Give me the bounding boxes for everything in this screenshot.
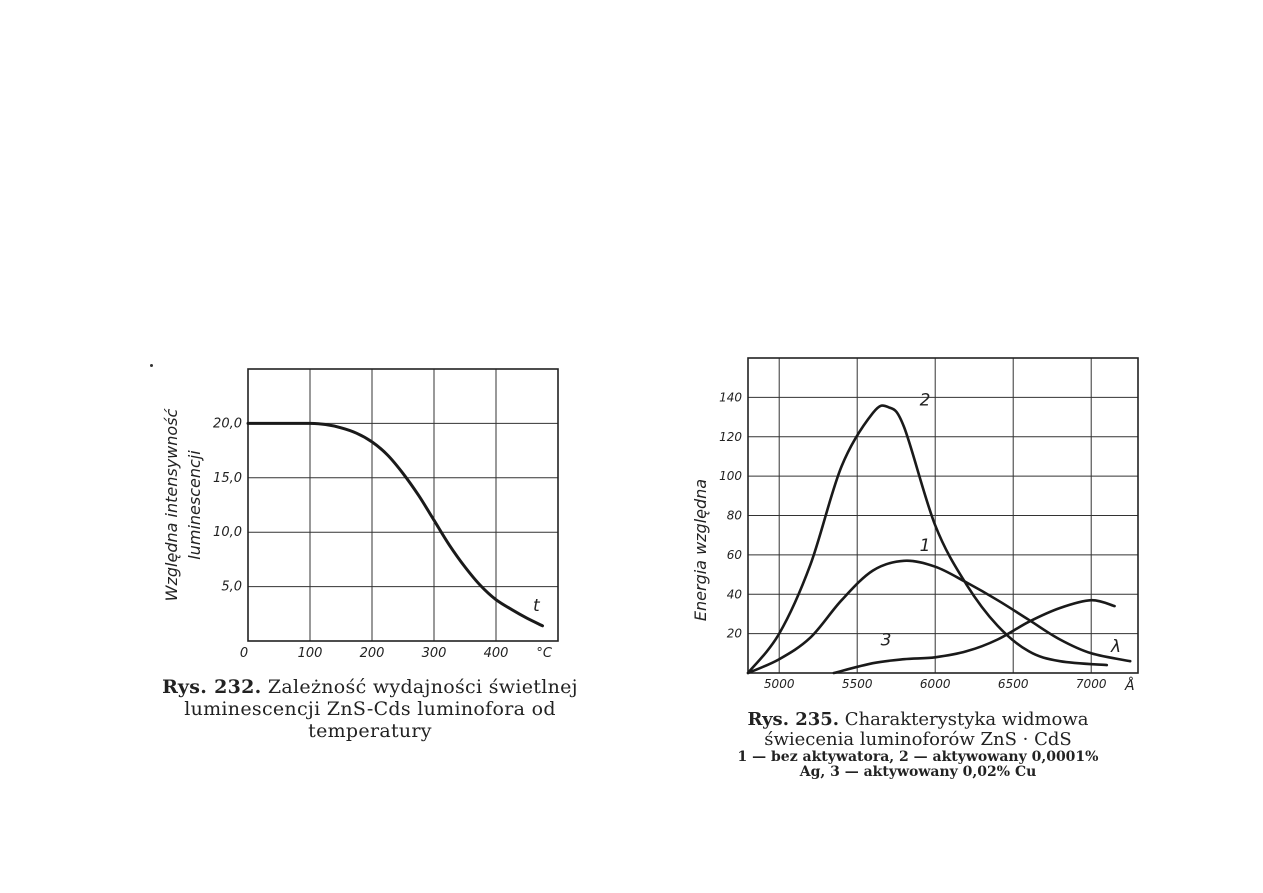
x-tick-label: 6500: [998, 677, 1029, 691]
caption-text-line1: Charakterystyka widmowa: [844, 709, 1089, 730]
x-tick-label: 100: [298, 646, 323, 661]
x-tick-label: 0: [240, 646, 248, 661]
y-tick-label: 80: [727, 509, 743, 523]
figure-caption-235: Rys. 235. Charakterystyka widmowa świece…: [683, 710, 1153, 780]
x-axis-unit: Å: [1124, 677, 1135, 694]
scan-speck: [150, 364, 153, 367]
series-2-line: [746, 404, 1109, 675]
series-2-label: 2: [920, 390, 931, 410]
figure-spectral-chart: Energia względna 20 40 60 80 100 120 140 5000 5…: [691, 357, 1139, 694]
series-3-line: [832, 598, 1116, 675]
y-tick-label: 20,0: [213, 416, 242, 431]
x-tick-label: 6000: [920, 677, 951, 691]
y-tick-label: 100: [719, 469, 742, 483]
y-tick-label: 120: [719, 430, 742, 444]
y-tick-label: 20: [727, 627, 743, 641]
curve-line: [246, 421, 544, 628]
y-tick-label: 60: [727, 548, 743, 562]
chart-grid: [748, 358, 1138, 673]
lambda-label: λ: [1110, 637, 1121, 657]
chart-grid: [248, 369, 558, 641]
y-tick-label: 5,0: [221, 580, 242, 595]
y-tick-label: 10,0: [213, 525, 242, 540]
figure-temperature-chart: Względna intensywność luminescencji 5,0 1…: [162, 368, 559, 661]
caption-number: Rys. 235.: [747, 709, 840, 730]
caption-number: Rys. 232.: [162, 676, 262, 698]
legend-line2: Ag, 3 — aktywowany 0,02% Cu: [799, 764, 1037, 780]
series-1-line: [746, 559, 1132, 675]
y-tick-label: 15,0: [213, 471, 242, 486]
plot-frame: [747, 357, 1139, 674]
curve-label-t: t: [533, 596, 541, 616]
x-tick-label: 400: [484, 646, 509, 661]
caption-text-line2: świecenia luminoforów ZnS · CdS: [764, 729, 1072, 750]
y-tick-label: 40: [727, 587, 743, 601]
plot-frame: [247, 368, 559, 642]
legend-line1: 1 — bez aktywatora, 2 — aktywowany 0,000…: [737, 749, 1099, 765]
x-axis-unit: °C: [536, 646, 553, 661]
caption-text: Zależność wydajności świetlnej luminesce…: [184, 676, 578, 742]
x-tick-label: 200: [360, 646, 385, 661]
x-tick-label: 300: [422, 646, 447, 661]
y-axis-label-line2: luminescencji: [185, 450, 204, 560]
y-axis-label: Względna intensywność: [162, 407, 181, 601]
x-tick-label: 7000: [1076, 677, 1107, 691]
y-tick-label: 140: [719, 390, 742, 404]
x-tick-label: 5500: [842, 677, 873, 691]
series-1-label: 1: [920, 536, 931, 556]
series-3-label: 3: [881, 630, 892, 650]
figure-caption-232: Rys. 232. Zależność wydajności świetlnej…: [150, 676, 590, 742]
x-tick-label: 5000: [764, 677, 795, 691]
y-axis-label: Energia względna: [691, 479, 710, 621]
